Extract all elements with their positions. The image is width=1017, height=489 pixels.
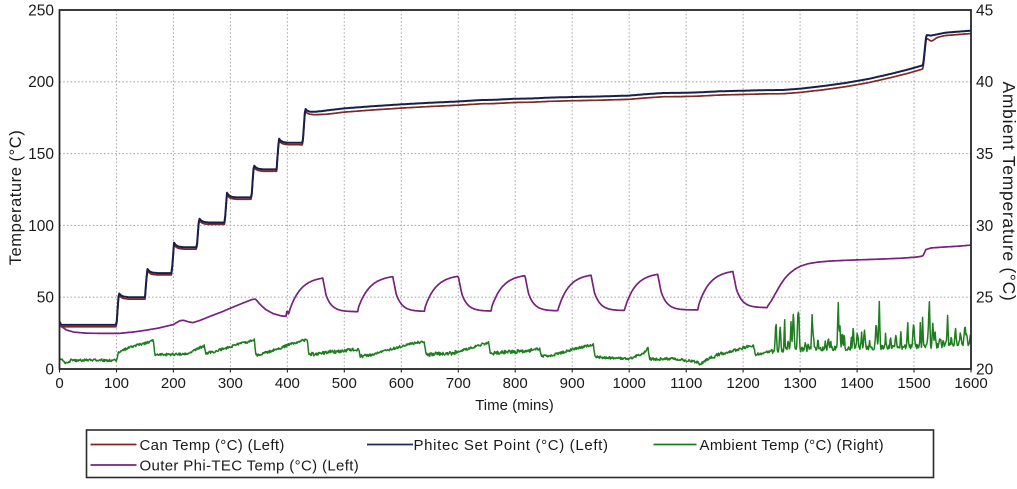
- svg-text:900: 900: [560, 375, 585, 392]
- svg-text:0: 0: [55, 375, 63, 392]
- svg-text:500: 500: [332, 375, 357, 392]
- svg-text:0: 0: [45, 361, 54, 378]
- svg-text:1600: 1600: [954, 375, 987, 392]
- svg-text:1200: 1200: [726, 375, 759, 392]
- svg-text:Phitec Set Point (°C) (Left): Phitec Set Point (°C) (Left): [414, 437, 609, 454]
- svg-text:Time (mins): Time (mins): [475, 397, 554, 414]
- svg-text:100: 100: [28, 218, 54, 235]
- svg-text:35: 35: [976, 146, 993, 163]
- svg-text:400: 400: [275, 375, 300, 392]
- svg-text:700: 700: [446, 375, 471, 392]
- svg-text:1500: 1500: [897, 375, 930, 392]
- svg-text:Ambient Temperature (°C): Ambient Temperature (°C): [999, 82, 1017, 302]
- svg-text:Can Temp (°C) (Left): Can Temp (°C) (Left): [140, 437, 285, 454]
- svg-text:Ambient Temp (°C) (Right): Ambient Temp (°C) (Right): [700, 437, 885, 454]
- svg-text:Outer Phi-TEC Temp (°C) (Left): Outer Phi-TEC Temp (°C) (Left): [140, 458, 360, 475]
- svg-text:50: 50: [37, 290, 55, 307]
- svg-text:150: 150: [28, 146, 54, 163]
- svg-text:1000: 1000: [613, 375, 646, 392]
- svg-text:100: 100: [104, 375, 129, 392]
- svg-text:600: 600: [389, 375, 414, 392]
- svg-text:40: 40: [976, 74, 994, 91]
- svg-text:20: 20: [976, 361, 994, 378]
- svg-text:300: 300: [218, 375, 243, 392]
- svg-text:45: 45: [976, 2, 993, 19]
- svg-text:200: 200: [28, 74, 54, 91]
- svg-text:800: 800: [503, 375, 528, 392]
- svg-text:1300: 1300: [783, 375, 816, 392]
- svg-text:1400: 1400: [840, 375, 873, 392]
- svg-text:30: 30: [976, 218, 994, 235]
- svg-text:200: 200: [161, 375, 186, 392]
- svg-text:250: 250: [28, 2, 54, 19]
- svg-text:25: 25: [976, 290, 993, 307]
- svg-text:Temperature (°C): Temperature (°C): [7, 130, 25, 266]
- svg-text:1100: 1100: [670, 375, 702, 392]
